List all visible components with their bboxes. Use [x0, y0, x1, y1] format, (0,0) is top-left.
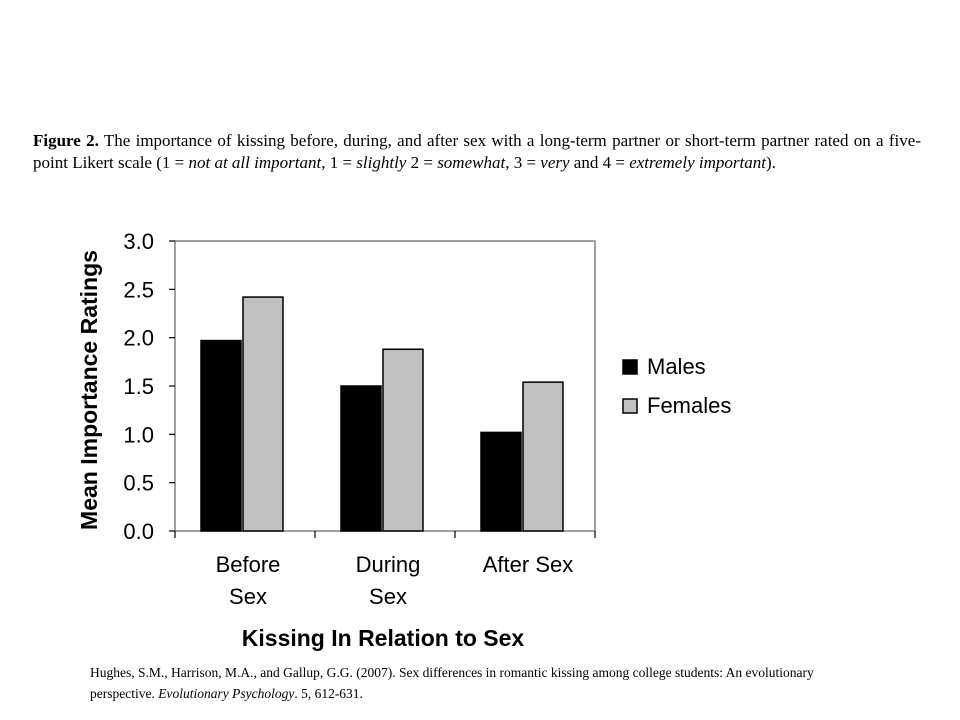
x-tick-label: After Sex [483, 552, 573, 577]
y-tick-label: 1.0 [123, 422, 154, 447]
y-tick-label: 0.0 [123, 519, 154, 544]
legend-label-males: Males [647, 354, 706, 379]
caption-very: very [540, 153, 570, 172]
legend-label-females: Females [647, 393, 731, 418]
x-tick-label: Before [216, 552, 281, 577]
x-tick-label: During [356, 552, 421, 577]
y-tick-label: 3.0 [123, 229, 154, 254]
caption-text-4: , 3 = [505, 153, 541, 172]
x-axis: Before Sex During Sex After Sex [174, 531, 596, 609]
bar-females-2 [382, 348, 424, 532]
y-tick-label: 0.5 [123, 471, 154, 496]
caption-somewhat: somewhat [437, 153, 506, 172]
caption-not-at-all: not at all important [188, 153, 322, 172]
y-axis-title: Mean Importance Ratings [76, 250, 102, 530]
bars [200, 296, 564, 532]
citation-details: . 5, 612-631. [294, 686, 363, 701]
bar-males-2 [340, 385, 382, 532]
x-axis-title: Kissing In Relation to Sex [242, 625, 525, 651]
plot-area: 0.0 0.5 1.0 1.5 2.0 2.5 3.0 Before Sex During Sex… [123, 229, 596, 609]
caption-text-3: 2 = [406, 153, 438, 172]
y-tick-label: 1.5 [123, 374, 154, 399]
citation-journal: Evolutionary Psychology [158, 686, 295, 701]
citation: Hughes, S.M., Harrison, M.A., and Gallup… [90, 662, 850, 704]
y-axis: 0.0 0.5 1.0 1.5 2.0 2.5 3.0 [123, 229, 175, 544]
figure-caption: Figure 2. The importance of kissing befo… [33, 130, 921, 174]
caption-text-1: The importance of kissing before, during… [33, 131, 921, 172]
y-tick-label: 2.0 [123, 326, 154, 351]
legend-swatch-males [622, 359, 638, 375]
y-tick-label: 2.5 [123, 277, 154, 302]
legend-swatch-females [622, 398, 638, 414]
caption-text-5: and 4 = [569, 153, 630, 172]
legend: Males Females [622, 354, 731, 418]
citation-authors: Hughes, S.M., Harrison, M.A., and Gallup… [90, 665, 814, 701]
x-tick-label: Sex [229, 584, 267, 609]
caption-slightly: slightly [356, 153, 407, 172]
caption-extremely: extremely important [629, 153, 766, 172]
caption-text-6: ). [765, 153, 776, 172]
bar-males-1 [200, 339, 242, 532]
caption-text-2: , 1 = [321, 153, 357, 172]
bar-females-1 [242, 296, 284, 532]
figure-label: Figure 2. [33, 131, 99, 150]
bar-females-3 [522, 381, 564, 532]
x-tick-label: Sex [369, 584, 407, 609]
bar-males-3 [480, 431, 522, 532]
